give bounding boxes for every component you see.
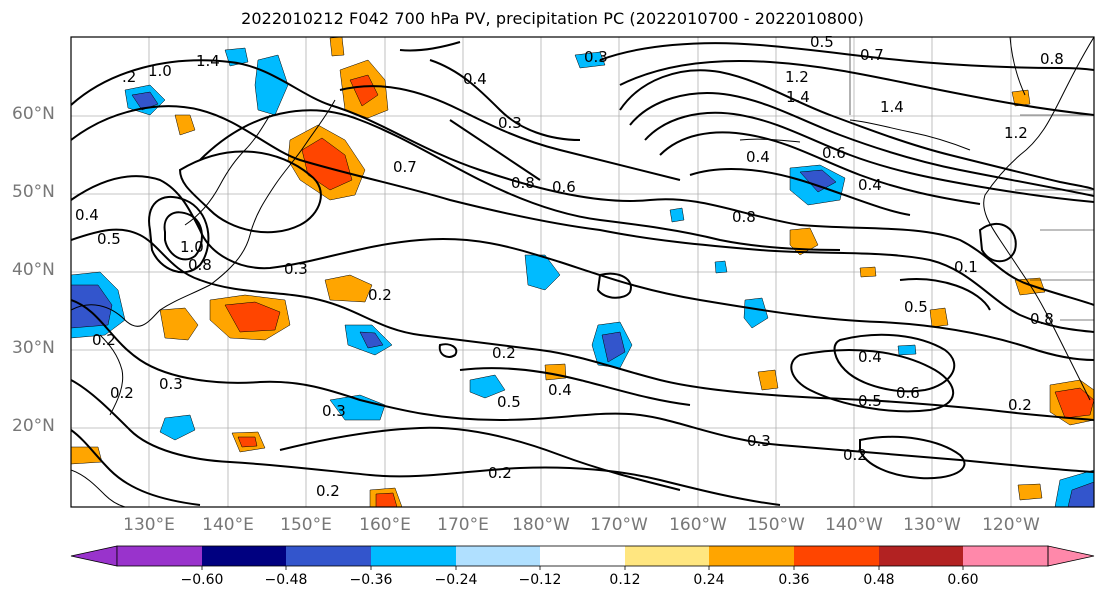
contour-label: 0.2 bbox=[316, 482, 340, 500]
contour-label: 0.2 bbox=[843, 446, 867, 464]
colorbar-extend-min bbox=[70, 545, 118, 567]
contour-label: 0.8 bbox=[1030, 310, 1054, 328]
colorbar-extend-max bbox=[1047, 545, 1095, 567]
coastlines bbox=[71, 37, 1094, 507]
contour-label: 0.5 bbox=[904, 298, 928, 316]
pv-contours bbox=[71, 41, 1094, 506]
contour-label: 0.8 bbox=[188, 256, 212, 274]
colorbar-tick-label: −0.60 bbox=[180, 572, 224, 588]
colorbar-segment bbox=[117, 546, 202, 566]
contour-label: 0.7 bbox=[860, 46, 884, 64]
contour-label: 1.4 bbox=[880, 98, 904, 116]
colorbar-tick-label: 0.24 bbox=[693, 572, 725, 588]
borders bbox=[849, 37, 1094, 321]
contour-label: 0.6 bbox=[896, 384, 920, 402]
map-frame bbox=[70, 36, 1095, 508]
lon-label: 140°W bbox=[825, 515, 883, 535]
contour-label: 0.8 bbox=[732, 208, 756, 226]
contour-label: 0.3 bbox=[498, 114, 522, 132]
lon-label: 140°E bbox=[202, 515, 254, 535]
contour-label: 0.3 bbox=[584, 48, 608, 66]
map-title: 2022010212 F042 700 hPa PV, precipitatio… bbox=[241, 9, 864, 28]
contour-label: 0.4 bbox=[858, 348, 882, 366]
lon-label: 170°E bbox=[437, 515, 489, 535]
lon-label: 180°W bbox=[512, 515, 570, 535]
contour-label: 0.3 bbox=[284, 260, 308, 278]
lat-label: 30°N bbox=[12, 338, 55, 358]
colorbar-segment bbox=[625, 546, 709, 566]
contour-label: 0.2 bbox=[92, 331, 116, 349]
contour-label: 0.6 bbox=[552, 178, 576, 196]
colorbar-segment bbox=[371, 546, 456, 566]
colorbar-segment bbox=[794, 546, 879, 566]
contour-label: 1.2 bbox=[785, 68, 809, 86]
contour-label: 1.4 bbox=[786, 88, 810, 106]
contour-label: .2 bbox=[122, 68, 136, 86]
contour-label: 1.0 bbox=[180, 238, 204, 256]
lon-label: 150°E bbox=[280, 515, 332, 535]
contour-label: 0.2 bbox=[368, 286, 392, 304]
contour-label: 0.2 bbox=[110, 384, 134, 402]
colorbar-segment bbox=[963, 546, 1048, 566]
lon-label: 130°E bbox=[123, 515, 175, 535]
lat-label: 60°N bbox=[12, 104, 55, 124]
contour-label: 0.2 bbox=[488, 464, 512, 482]
colorbar-tick-label: −0.48 bbox=[264, 572, 308, 588]
contour-label: 0.5 bbox=[97, 230, 121, 248]
contour-label: 0.7 bbox=[393, 158, 417, 176]
contour-label: 0.8 bbox=[1040, 50, 1064, 68]
contour-label: 0.2 bbox=[492, 344, 516, 362]
colorbar-tick-label: −0.12 bbox=[518, 572, 562, 588]
contour-label: 0.1 bbox=[954, 258, 978, 276]
contour-label: 0.4 bbox=[548, 381, 572, 399]
colorbar-segment bbox=[540, 546, 625, 566]
colorbar-tick-label: −0.36 bbox=[349, 572, 393, 588]
colorbar-segment bbox=[709, 546, 794, 566]
contour-label: 0.3 bbox=[747, 432, 771, 450]
contour-label: 1.2 bbox=[1004, 124, 1028, 142]
colorbar bbox=[70, 545, 1095, 570]
contour-label: 0.6 bbox=[822, 144, 846, 162]
contour-label: 1.4 bbox=[196, 52, 220, 70]
lat-label: 20°N bbox=[12, 416, 55, 436]
contour-label: 0.4 bbox=[858, 176, 882, 194]
contour-label: 0.5 bbox=[497, 393, 521, 411]
colorbar-tick-label: 0.12 bbox=[609, 572, 641, 588]
contour-label: 0.5 bbox=[810, 33, 834, 51]
colorbar-segment bbox=[879, 546, 963, 566]
contour-label: 0.8 bbox=[511, 174, 535, 192]
colorbar-tick-label: 0.60 bbox=[947, 572, 979, 588]
contour-label: 0.5 bbox=[858, 392, 882, 410]
colorbar-tick-label: −0.24 bbox=[434, 572, 478, 588]
lat-label: 40°N bbox=[12, 260, 55, 280]
contour-label: 1.0 bbox=[148, 62, 172, 80]
colorbar-segment bbox=[456, 546, 540, 566]
contour-label: 0.2 bbox=[1008, 396, 1032, 414]
contour-label: 0.3 bbox=[159, 375, 183, 393]
contour-label: 0.4 bbox=[75, 206, 99, 224]
lon-label: 150°W bbox=[747, 515, 805, 535]
colorbar-segment bbox=[202, 546, 286, 566]
colorbar-tick-label: 0.48 bbox=[863, 572, 895, 588]
contour-labels-layer: 1.4 1.0 .2 0.4 0.3 0.3 0.5 0.7 1.2 1.4 1… bbox=[75, 33, 1064, 500]
lon-label: 160°E bbox=[359, 515, 411, 535]
lon-label: 120°W bbox=[982, 515, 1040, 535]
lon-label: 130°W bbox=[903, 515, 961, 535]
lon-label: 170°W bbox=[590, 515, 648, 535]
contour-label: 0.3 bbox=[322, 402, 346, 420]
lon-label: 160°W bbox=[669, 515, 727, 535]
lat-label: 50°N bbox=[12, 182, 55, 202]
contour-label: 0.4 bbox=[463, 70, 487, 88]
colorbar-segment bbox=[286, 546, 371, 566]
colorbar-tick-label: 0.36 bbox=[778, 572, 810, 588]
contour-label: 0.4 bbox=[746, 148, 770, 166]
